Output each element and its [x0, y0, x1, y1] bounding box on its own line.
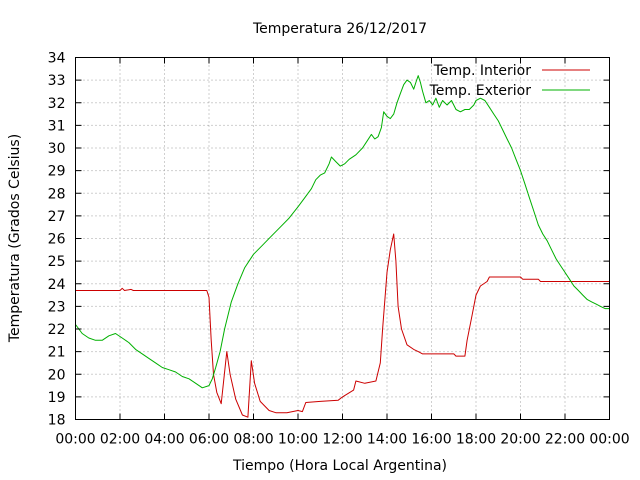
y-tick-label: 28	[48, 186, 66, 202]
x-tick-label: 20:00	[500, 432, 540, 448]
x-tick-label: 04:00	[144, 432, 184, 448]
y-tick-label: 32	[48, 96, 66, 112]
y-axis-label: Temperatura (Grados Celsius)	[7, 134, 23, 343]
legend-label-exterior: Temp. Exterior	[429, 83, 532, 99]
x-tick-label: 02:00	[100, 432, 140, 448]
x-tick-label: 00:00	[55, 432, 95, 448]
legend: Temp. Interior Temp. Exterior	[429, 63, 590, 99]
y-tick-label: 29	[48, 164, 66, 180]
series-lines	[75, 75, 610, 418]
y-tick-label: 34	[48, 51, 66, 67]
legend-label-interior: Temp. Interior	[433, 63, 532, 79]
y-tick-label: 21	[48, 345, 66, 361]
grid	[75, 57, 610, 420]
y-tick-label: 25	[48, 254, 66, 270]
series-line-temp-exterior	[75, 75, 610, 389]
x-tick-label: 18:00	[456, 432, 496, 448]
x-tick-label: 06:00	[189, 432, 229, 448]
y-tick-label: 23	[48, 299, 66, 315]
y-tick-label: 26	[48, 232, 66, 248]
y-tick-label: 22	[48, 322, 66, 338]
y-tick-label: 33	[48, 73, 66, 89]
y-tick-label: 19	[48, 390, 66, 406]
axis-ticks	[75, 57, 610, 420]
x-tick-label: 22:00	[545, 432, 585, 448]
axis-tick-labels: 00:00 02:00 04:00 06:00 08:00 10:00 12:00 14:00…	[48, 51, 630, 448]
y-tick-label: 27	[48, 209, 66, 225]
x-tick-label: 10:00	[278, 432, 318, 448]
x-tick-label: 08:00	[233, 432, 273, 448]
y-tick-label: 24	[48, 277, 66, 293]
chart-title: Temperatura 26/12/2017	[252, 21, 427, 37]
y-tick-label: 31	[48, 118, 66, 134]
x-axis-label: Tiempo (Hora Local Argentina)	[232, 458, 447, 474]
y-tick-label: 30	[48, 141, 66, 157]
x-tick-label: 16:00	[411, 432, 451, 448]
x-tick-label: 00:00	[589, 432, 629, 448]
x-tick-label: 12:00	[322, 432, 362, 448]
y-tick-label: 20	[48, 367, 66, 383]
x-tick-label: 14:00	[367, 432, 407, 448]
y-tick-label: 18	[48, 413, 66, 429]
